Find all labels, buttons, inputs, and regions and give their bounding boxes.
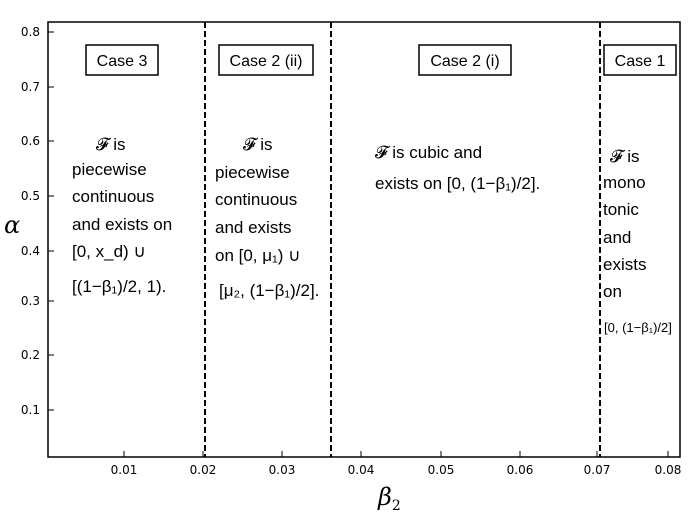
case-2i-label: Case 2 (i): [430, 53, 499, 70]
x-tick-label: 0.05: [428, 463, 455, 477]
y-tick-label: 0.1: [21, 403, 40, 417]
x-axis: 0.01 0.02 0.03 0.04 0.05 0.06 0.07 0.08: [111, 451, 682, 477]
x-tick-label: 0.02: [190, 463, 217, 477]
case-2ii-description: 𝓕 is piecewise continuous and exists on …: [215, 135, 319, 300]
y-tick-label: 0.3: [21, 294, 40, 308]
x-tick-label: 0.03: [269, 463, 296, 477]
y-tick-label: 0.8: [21, 25, 40, 39]
description-line: and exists on: [72, 215, 172, 234]
case-1-label: Case 1: [615, 53, 666, 70]
x-tick-label: 0.08: [655, 463, 682, 477]
y-tick-label: 0.6: [21, 134, 40, 148]
y-tick-label: 0.7: [21, 80, 40, 94]
x-tick-label: 0.01: [111, 463, 138, 477]
description-line: continuous: [215, 190, 297, 209]
description-line: 𝓕 is: [610, 147, 640, 166]
description-line: piecewise: [215, 163, 290, 182]
description-line: [μ₂, (1−β₁)/2].: [219, 281, 319, 300]
x-axis-label-symbol: β: [377, 483, 392, 511]
case-1-box: [603, 44, 677, 76]
x-axis-label: β2: [377, 483, 401, 514]
description-line: 𝓕 is cubic and: [375, 143, 482, 162]
description-line: mono: [603, 173, 646, 192]
x-tick-label: 0.06: [507, 463, 534, 477]
x-tick-label: 0.04: [348, 463, 375, 477]
description-line: on: [603, 282, 622, 301]
description-line: 𝓕 is: [96, 135, 126, 154]
description-line: piecewise: [72, 160, 147, 179]
y-tick-label: 0.5: [21, 189, 40, 203]
case-2ii-label: Case 2 (ii): [230, 53, 303, 70]
y-tick-label: 0.4: [21, 244, 40, 258]
plot-frame: [47, 21, 681, 458]
description-line: [(1−β₁)/2, 1).: [72, 277, 166, 296]
y-axis: 0.8 0.7 0.6 0.5 0.4 0.3 0.2 0.1: [21, 25, 54, 417]
case-2i-description: 𝓕 is cubic and exists on [0, (1−β₁)/2].: [375, 143, 540, 193]
case-3-box: [85, 44, 159, 76]
description-line: continuous: [72, 187, 154, 206]
description-line: and: [603, 228, 631, 247]
description-line: exists: [603, 255, 646, 274]
y-axis-label: α: [4, 211, 20, 239]
description-line: exists on [0, (1−β₁)/2].: [375, 174, 540, 193]
x-tick-label: 0.07: [584, 463, 611, 477]
y-tick-label: 0.2: [21, 348, 40, 362]
description-line: on [0, μ₁) ∪: [215, 246, 301, 265]
case-2i-box: [418, 44, 512, 76]
description-line: [0, (1−β₁)/2]: [604, 320, 672, 335]
description-line: [0, x_d) ∪: [72, 242, 146, 261]
case-1-description: 𝓕 is mono tonic and exists on [0, (1−β₁)…: [603, 147, 672, 335]
case-2ii-box: [218, 44, 314, 76]
description-line: 𝓕 is: [243, 135, 273, 154]
case-3-description: 𝓕 is piecewise continuous and exists on …: [72, 135, 172, 296]
case-3-label: Case 3: [97, 53, 148, 70]
description-line: and exists: [215, 218, 292, 237]
x-axis-label-subscript: 2: [392, 498, 401, 514]
description-line: tonic: [603, 200, 639, 219]
